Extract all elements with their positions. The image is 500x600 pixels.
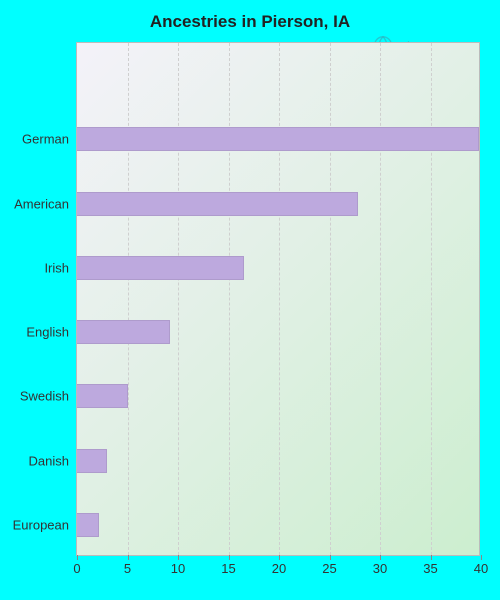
x-axis-label: 10 bbox=[171, 555, 185, 576]
bar-american bbox=[77, 192, 358, 216]
grid-line bbox=[229, 43, 230, 555]
grid-line bbox=[330, 43, 331, 555]
y-axis-label: European bbox=[13, 517, 77, 532]
bar-danish bbox=[77, 449, 107, 473]
grid-line bbox=[380, 43, 381, 555]
grid-line bbox=[178, 43, 179, 555]
bar-european bbox=[77, 513, 99, 537]
y-axis-label: English bbox=[26, 325, 77, 340]
x-axis-label: 30 bbox=[373, 555, 387, 576]
x-axis-label: 5 bbox=[124, 555, 131, 576]
y-axis-label: American bbox=[14, 196, 77, 211]
grid-line bbox=[128, 43, 129, 555]
y-axis-label: Irish bbox=[44, 260, 77, 275]
x-axis-label: 15 bbox=[221, 555, 235, 576]
grid-line bbox=[279, 43, 280, 555]
bar-english bbox=[77, 320, 170, 344]
x-axis-label: 40 bbox=[474, 555, 488, 576]
y-axis-label: German bbox=[22, 132, 77, 147]
x-axis-label: 35 bbox=[423, 555, 437, 576]
x-axis-label: 0 bbox=[73, 555, 80, 576]
bar-swedish bbox=[77, 384, 128, 408]
x-axis-label: 25 bbox=[322, 555, 336, 576]
plot-area: 0510152025303540GermanAmericanIrishEngli… bbox=[76, 42, 480, 556]
y-axis-label: Swedish bbox=[20, 389, 77, 404]
x-axis-label: 20 bbox=[272, 555, 286, 576]
chart-canvas: Ancestries in Pierson, IA City-Data.com … bbox=[0, 0, 500, 600]
bar-german bbox=[77, 127, 479, 151]
chart-title: Ancestries in Pierson, IA bbox=[0, 12, 500, 32]
plot-background bbox=[77, 43, 479, 555]
grid-line bbox=[431, 43, 432, 555]
bar-irish bbox=[77, 256, 244, 280]
y-axis-label: Danish bbox=[29, 453, 77, 468]
